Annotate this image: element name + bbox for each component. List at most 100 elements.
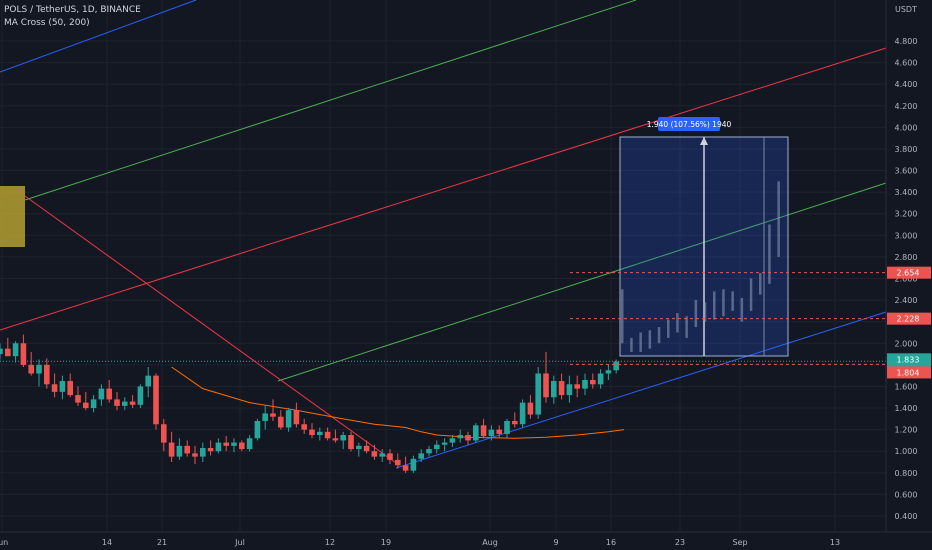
candle-body <box>285 410 292 428</box>
price-badge-label: 2.654 <box>897 269 920 278</box>
candle-body <box>590 379 596 385</box>
projection-bar <box>768 224 771 284</box>
candle-body <box>473 425 479 441</box>
price-tick: 3.600 <box>895 167 918 176</box>
indicator-label[interactable]: MA Cross (50, 200) <box>4 18 90 28</box>
currency-label: USDT <box>895 5 917 14</box>
price-tick: 2.400 <box>895 296 918 305</box>
candle-body <box>12 343 19 357</box>
price-badge <box>887 353 931 366</box>
measure-label-bg <box>658 117 720 131</box>
price-tick: 0.400 <box>895 512 918 521</box>
candle-body <box>480 425 487 437</box>
grid-lines <box>0 0 886 532</box>
projection-bar <box>648 330 652 349</box>
price-axis-panel <box>886 0 932 532</box>
candle-body <box>278 416 284 428</box>
candle-body <box>519 402 526 425</box>
projection-bar <box>713 291 716 320</box>
time-tick: 12 <box>325 538 335 547</box>
candle-body <box>153 375 159 425</box>
projection-bar <box>667 319 670 338</box>
candle-body <box>605 370 612 374</box>
price-badge-label: 2.228 <box>897 315 920 324</box>
projection-bar <box>630 337 633 352</box>
time-tick: Sep <box>732 538 747 547</box>
candle-body <box>418 453 424 459</box>
candle-body <box>379 453 385 457</box>
candle-body <box>137 386 144 405</box>
projection-bar <box>722 289 725 317</box>
candle-body <box>161 424 167 443</box>
projection-bar <box>731 291 734 311</box>
candle-body <box>176 445 183 457</box>
time-axis-panel <box>0 532 932 550</box>
horizontal-levels <box>0 272 886 365</box>
candle-body <box>44 364 50 385</box>
candle-body <box>558 381 565 396</box>
lower-green-line <box>277 182 887 382</box>
candle-body <box>129 401 136 405</box>
time-tick: 16 <box>606 538 616 547</box>
time-tick: Jul <box>234 538 245 547</box>
upper-blue-line <box>0 0 197 73</box>
symbol-title[interactable]: POLS / TetherUS, 1D, BINANCE <box>4 5 141 15</box>
candle-body <box>114 399 120 406</box>
candle-body <box>309 429 315 436</box>
time-tick: 9 <box>553 538 558 547</box>
candle-body <box>402 465 409 471</box>
price-tick: 1.600 <box>895 382 918 391</box>
time-tick: Jun <box>0 538 8 547</box>
candle-body <box>207 447 214 452</box>
candle-body <box>28 364 34 374</box>
time-tick: 13 <box>830 538 840 547</box>
candle-body <box>566 384 573 396</box>
upper-green-line <box>24 0 637 201</box>
candle-body <box>348 435 354 450</box>
price-tick: 4.200 <box>895 102 918 111</box>
candle-body <box>434 444 440 450</box>
candle-body <box>465 435 471 441</box>
candle-body <box>122 401 128 406</box>
candle-body <box>426 449 432 454</box>
candle-body <box>543 373 549 398</box>
candle-body <box>527 402 534 415</box>
candle-body <box>36 364 42 374</box>
price-tick: 4.000 <box>895 123 918 132</box>
candle-body <box>215 442 222 452</box>
candle-body <box>441 442 448 445</box>
candle-body <box>363 445 370 452</box>
candle-body <box>168 442 175 457</box>
moving-average <box>171 366 625 439</box>
projection-bar <box>657 327 661 344</box>
trend-channels <box>0 0 887 469</box>
price-axis: 4.800 4.600 4.400 4.200 4.000 3.800 3.600 3.400… <box>895 37 918 521</box>
candle-body <box>535 373 541 415</box>
price-badge <box>887 312 931 325</box>
candle-body <box>395 459 401 466</box>
candlesticks <box>0 334 619 473</box>
price-tick: 3.000 <box>895 231 918 240</box>
time-tick: Aug <box>482 538 498 547</box>
candle-body <box>488 429 495 437</box>
candle-body <box>574 384 580 389</box>
candle-body <box>262 413 268 421</box>
projection-bars <box>621 181 780 352</box>
candle-body <box>340 435 346 441</box>
highlight-box[interactable] <box>0 186 25 247</box>
candle-body <box>106 388 112 400</box>
candle-body <box>184 445 190 454</box>
candle-body <box>293 410 300 425</box>
candle-body <box>83 402 89 409</box>
projection-bar <box>694 300 698 328</box>
price-tick: 3.200 <box>895 210 918 219</box>
candle-body <box>67 381 73 396</box>
price-badge <box>887 266 931 279</box>
candle-body <box>496 429 502 434</box>
projection-bar <box>639 332 642 352</box>
candle-body <box>449 438 456 443</box>
candle-body <box>239 442 245 450</box>
candle-body <box>145 375 151 387</box>
